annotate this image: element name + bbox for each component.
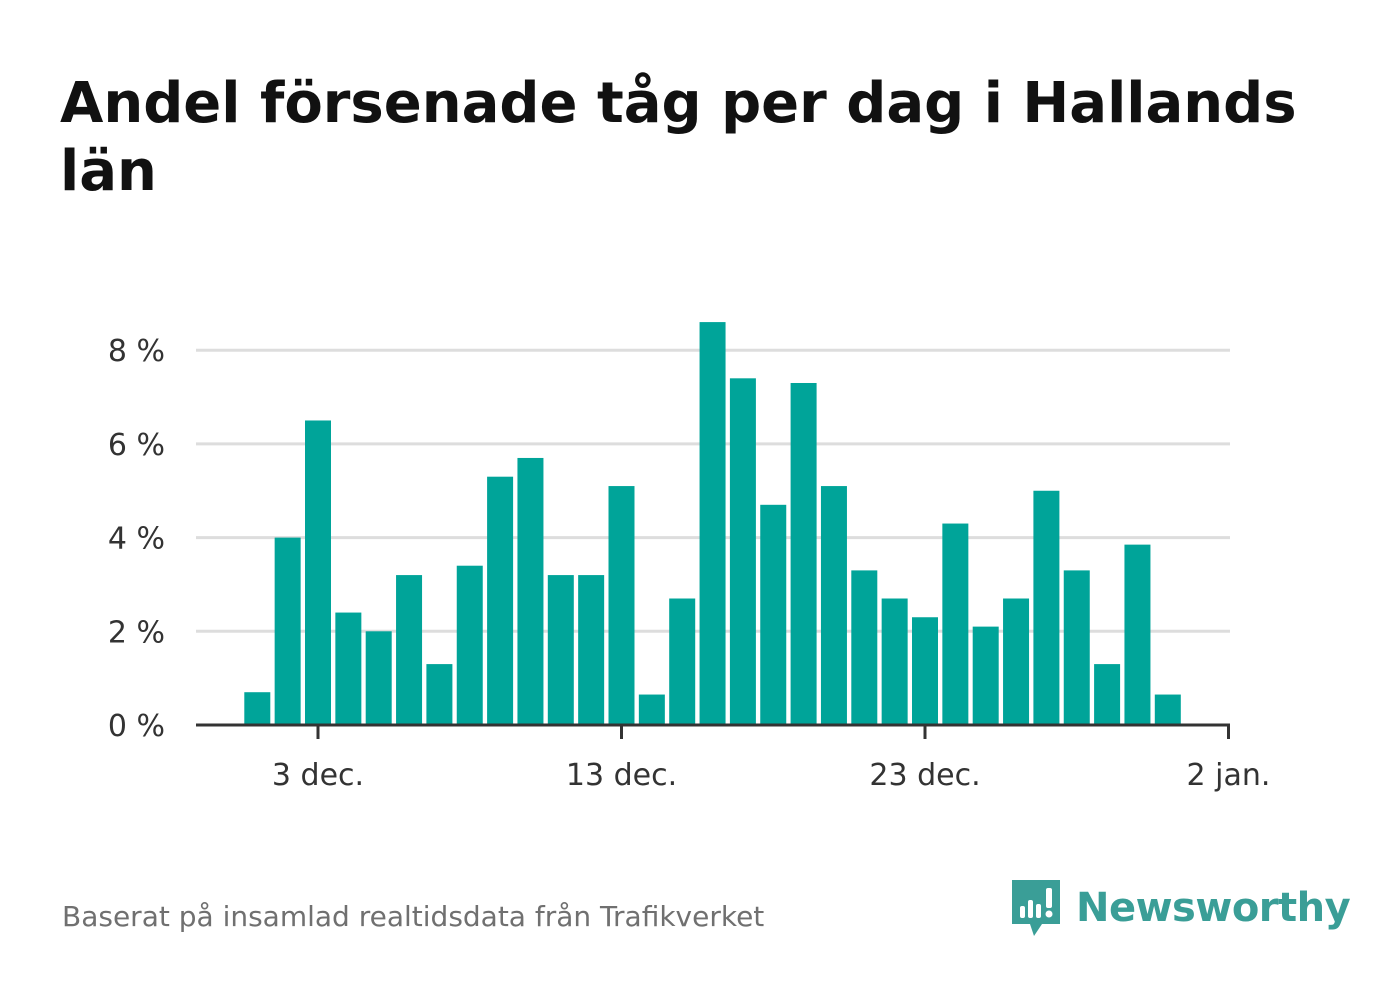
source-note: Baserat på insamlad realtidsdata från Tr… <box>62 900 765 933</box>
bar <box>669 598 696 725</box>
y-tick-label: 0 % <box>108 709 165 744</box>
bar <box>335 612 362 725</box>
y-tick-label: 4 % <box>108 522 165 557</box>
bar <box>851 570 878 725</box>
bar <box>547 575 574 725</box>
x-axis <box>196 723 1230 739</box>
bar <box>244 692 271 725</box>
x-tick-label: 3 dec. <box>272 758 364 793</box>
bar <box>760 504 787 725</box>
bar <box>1003 598 1030 725</box>
bar <box>1154 694 1181 725</box>
bar <box>820 486 847 725</box>
bar <box>608 486 635 725</box>
bar <box>578 575 605 725</box>
bars <box>244 322 1181 725</box>
bar <box>517 457 544 725</box>
y-tick-label: 2 % <box>108 615 165 650</box>
bar <box>456 565 483 725</box>
x-tick-label: 2 jan. <box>1187 758 1271 793</box>
bar <box>942 523 969 725</box>
bar <box>729 378 756 725</box>
brand-logo[interactable]: Newsworthy <box>1010 878 1351 938</box>
bar <box>426 664 453 725</box>
bar <box>305 420 331 725</box>
bar <box>1124 544 1151 725</box>
x-tick-label: 23 dec. <box>869 758 980 793</box>
bar-chart: 0 % 2 % 4 % 6 % 8 % 3 dec. 13 dec. 23 dec. 2 ja… <box>108 322 1271 793</box>
bar <box>699 322 726 725</box>
bar <box>487 476 514 725</box>
bar <box>1033 490 1060 725</box>
bar <box>881 598 908 725</box>
bar <box>1063 570 1090 725</box>
y-tick-label: 6 % <box>108 428 165 463</box>
bar <box>396 575 423 725</box>
bar <box>274 537 301 725</box>
bar <box>365 631 392 725</box>
chart-title: Andel försenade tåg per dag i Hallands l… <box>60 71 1297 204</box>
bar <box>790 382 817 725</box>
bar <box>1094 664 1121 725</box>
newsworthy-logo-icon <box>1012 880 1060 936</box>
bar <box>972 626 999 725</box>
y-axis-labels: 0 % 2 % 4 % 6 % 8 % <box>108 334 165 744</box>
x-tick-label: 13 dec. <box>566 758 677 793</box>
bar <box>638 694 665 725</box>
x-axis-labels: 3 dec. 13 dec. 23 dec. 2 jan. <box>272 758 1271 793</box>
bar <box>912 617 938 725</box>
y-tick-label: 8 % <box>108 334 165 369</box>
brand-name: Newsworthy <box>1076 885 1351 931</box>
